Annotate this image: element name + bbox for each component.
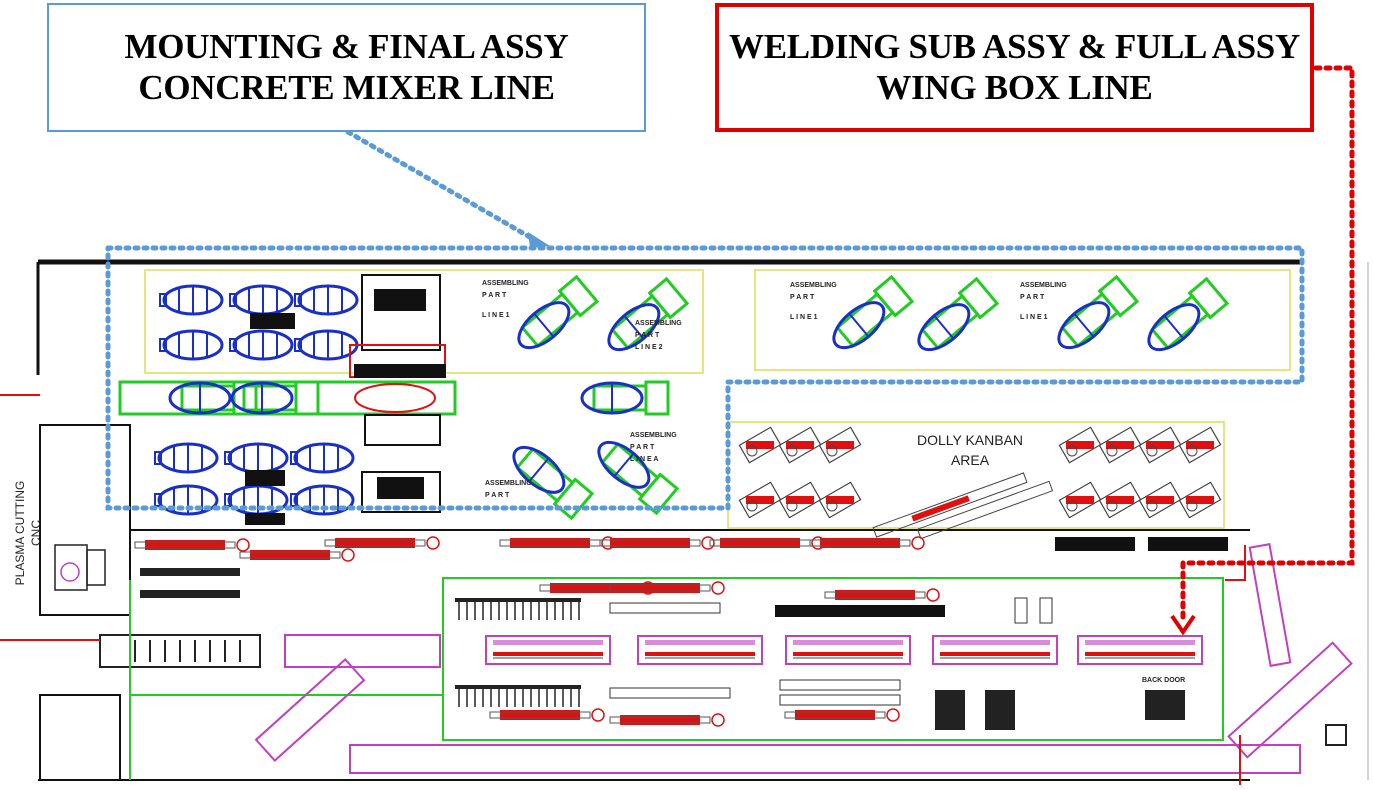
dolly-kanban-line2: AREA [950,452,990,468]
wing-line-connector [1180,65,1355,623]
label-line-1: L I N E 1 [482,312,510,319]
label-line-a: L I N E A [630,456,659,463]
feed-conveyor [99,580,443,780]
label-part: P A R T [635,332,660,339]
assembling-part-lines [504,275,1229,520]
building-walls [36,259,1369,781]
label-part: P A R T [630,444,655,451]
dolly-kanban-area-label: DOLLY KANBAN AREA [905,430,1035,470]
plasma-cutting-cnc [54,544,106,591]
label-assembling: ASSEMBLING [630,432,677,439]
callout-mixer-line2: CONCRETE MIXER LINE [138,67,555,107]
welding-jigs-upper [134,536,1228,602]
label-part: P A R T [482,292,507,299]
magenta-conveyors [254,543,1353,774]
callout-mixer-line: MOUNTING & FINAL ASSY CONCRETE MIXER LIN… [47,3,646,132]
label-part: P A R T [790,294,815,301]
cnc-text: CNC [29,520,43,546]
callout-mixer-line1: MOUNTING & FINAL ASSY [124,26,569,66]
callout-wing-line1: WELDING SUB ASSY & FULL ASSY [729,26,1300,66]
assembling-part-label-6: ASSEMBLING P A R T L I N E 1 [1020,280,1067,324]
mixer-drums-upper [158,284,359,361]
label-assembling: ASSEMBLING [790,282,837,289]
mixer-line-highlight [105,129,1305,511]
mixer-arrowhead [528,232,550,248]
assembling-part-label-2: ASSEMBLING P A R T L I N E 2 [635,318,682,354]
mounting-line-trucks [118,380,670,416]
wing-box-zone [442,577,1224,741]
dolly-kanban-line1: DOLLY KANBAN [916,432,1024,448]
callout-wing-box-line: WELDING SUB ASSY & FULL ASSY WING BOX LI… [715,3,1314,132]
callout-wing-line2: WING BOX LINE [876,67,1153,107]
assembling-part-label-3: ASSEMBLING P A R T L I N E A [630,430,677,466]
label-assembling: ASSEMBLING [635,320,682,327]
label-part: P A R T [485,492,510,499]
plasma-cutting-label: PLASMA CUTTING CNC [12,473,48,593]
label-line-1: L I N E 1 [1020,314,1048,321]
mixer-drums-lower [153,442,355,525]
label-assembling: ASSEMBLING [1020,282,1067,289]
label-part: P A R T [1020,294,1045,301]
label-assembling: ASSEMBLING [482,280,529,287]
red-flow-lines [0,394,1246,785]
assembling-part-label-5: ASSEMBLING P A R T L I N E 1 [790,280,837,324]
wing-arrowhead [1170,614,1196,636]
mounting-station [349,274,446,513]
plasma-cutting-text: PLASMA CUTTING [13,480,27,586]
assembling-part-label-4: ASSEMBLING P A R T [485,478,532,502]
back-door-label: BACK DOOR [1142,677,1186,684]
label-line-2: L I N E 2 [635,344,663,351]
label-line-1: L I N E 1 [790,314,818,321]
equipment-box [1325,724,1347,746]
dolly-kanban-dollies [738,426,1222,540]
label-assembling: ASSEMBLING [485,480,532,487]
assembling-part-label-1: ASSEMBLING P A R T L I N E 1 [482,278,529,322]
